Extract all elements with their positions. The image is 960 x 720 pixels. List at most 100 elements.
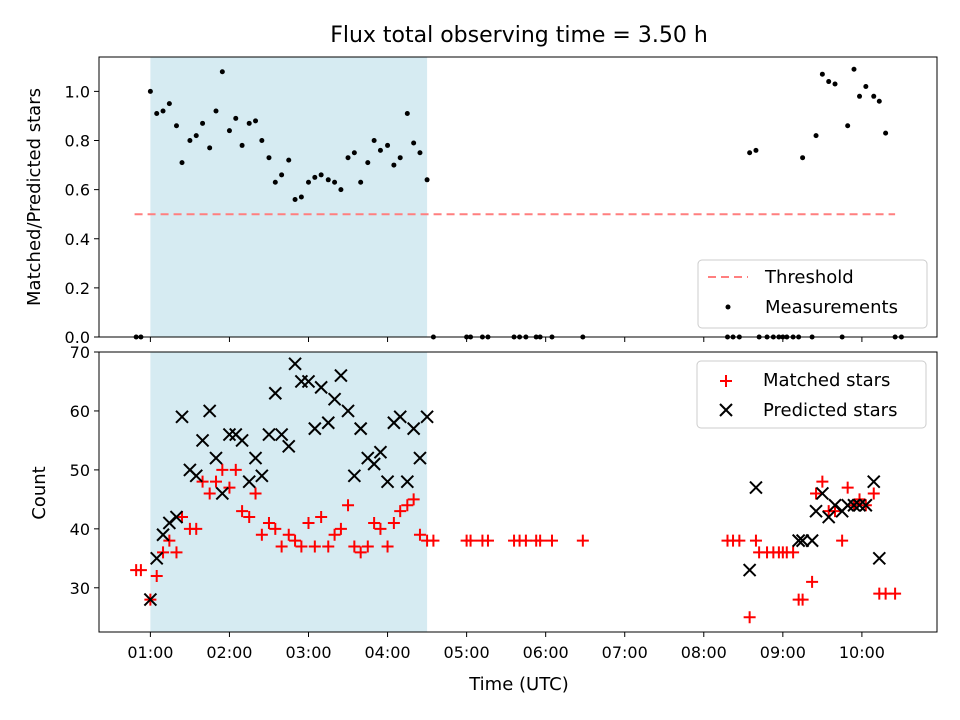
measurement-point [391,162,397,168]
measurement-point [397,155,403,161]
x-tick-label: 08:00 [681,643,727,662]
predicted-star-point [288,357,302,371]
predicted-star-point [367,457,381,471]
matched-star-point [733,534,746,547]
measurement-point [253,118,259,124]
predicted-star-point [209,451,223,465]
matched-star-point [381,540,394,553]
measurement-point [351,150,357,156]
measurement-point [239,142,245,148]
predicted-star-point [393,410,407,424]
predicted-star-point [821,510,836,524]
x-tick-label: 06:00 [523,643,569,662]
matched-star-point [836,534,849,547]
matched-star-point [328,528,341,541]
bottom-panel: 30 40 50 60 70 01:00 02:00 03:00 04:00 05:00 06:0… [29,343,938,695]
measurement-point [179,160,185,166]
matched-star-point [361,540,374,553]
predicted-star-point [242,474,256,489]
top-observing-span [150,57,428,337]
matched-star-point [229,463,242,476]
matched-star-point [749,534,762,547]
measurement-point [166,101,172,107]
predicted-star-point [255,469,269,483]
matched-star-point [150,570,163,582]
matched-star-point [519,534,532,547]
predicted-star-point [805,533,819,548]
predicted-star-point [373,445,388,459]
legend-predicted-label: Predicted stars [763,400,897,421]
x-axis-label: Time (UTC) [468,674,569,695]
bottom-y-tick-label: 30 [70,579,90,598]
matched-star-point [354,546,367,559]
predicted-star-point [321,416,335,430]
top-y-tick-label: 0.2 [65,279,90,298]
bottom-y-label: Count [29,466,50,519]
predicted-star-point [274,427,289,442]
matched-star-point [374,522,387,535]
measurement-point [819,71,825,77]
predicted-star-point [867,474,881,489]
predicted-star-point [413,451,427,465]
measurement-point [417,150,423,156]
bottom-x-ticks: 01:00 02:00 03:00 04:00 05:00 06:00 07:00 08:00… [127,632,885,662]
matched-star-point [176,511,189,524]
predicted-star-point [282,439,296,454]
matched-star-point [829,505,842,518]
bottom-y-tick-label: 50 [70,461,90,480]
predicted-star-point [327,392,342,406]
matched-star-point [810,487,823,500]
top-y-tick-label: 1.0 [65,82,90,101]
measurement-point [272,179,278,185]
matched-star-point [243,511,256,524]
measurement-point [318,172,324,178]
x-tick-label: 07:00 [602,643,648,662]
top-axes-frame [98,56,938,338]
measurement-point [871,93,877,99]
measurement-point [207,145,213,151]
matched-star-point [743,611,756,624]
measurement-point [411,140,417,146]
predicted-star-point [840,498,855,512]
measurement-point [826,79,832,85]
measurement-point [385,142,391,148]
matched-star-point [342,499,355,512]
predicted-star-point [156,528,170,542]
x-tick-label: 03:00 [285,643,331,662]
measurement-point [365,160,371,166]
predicted-star-point [248,451,263,465]
predicted-star-point [262,427,276,442]
top-panel: 0.0 0.2 0.4 0.6 0.8 1.0 Matched/Predicted sta… [24,56,938,347]
matched-star-point [223,481,236,494]
matched-star-point [269,522,282,535]
top-y-tick-label: 0.4 [65,230,90,249]
predicted-star-point [314,380,328,395]
matched-star-point [867,487,880,500]
measurement-point [266,155,272,161]
predicted-star-point [809,504,823,518]
predicted-star-point [189,469,203,483]
bottom-y-ticks: 30 40 50 60 70 [70,343,99,598]
predicted-star-point [815,486,830,501]
predicted-star-point [235,433,249,448]
x-tick-label: 05:00 [444,643,490,662]
legend-predicted-swatch [719,403,733,417]
top-legend-box [697,259,928,329]
bottom-y-tick-label: 40 [70,520,90,539]
matched-star-point [889,587,902,600]
measurement-point [226,128,232,134]
matched-star-point [545,534,558,547]
predicted-star-point [859,498,873,512]
predicted-star-point [222,427,237,442]
measurement-point [851,66,857,72]
measurement-point [259,138,265,144]
matched-star-point [170,546,183,559]
matched-star-point [407,493,420,506]
matched-star-point [203,487,216,500]
top-y-label: Matched/Predicted stars [24,88,45,306]
measurement-point [298,194,304,200]
measurement-point [292,196,298,202]
measurement-point [424,177,430,183]
